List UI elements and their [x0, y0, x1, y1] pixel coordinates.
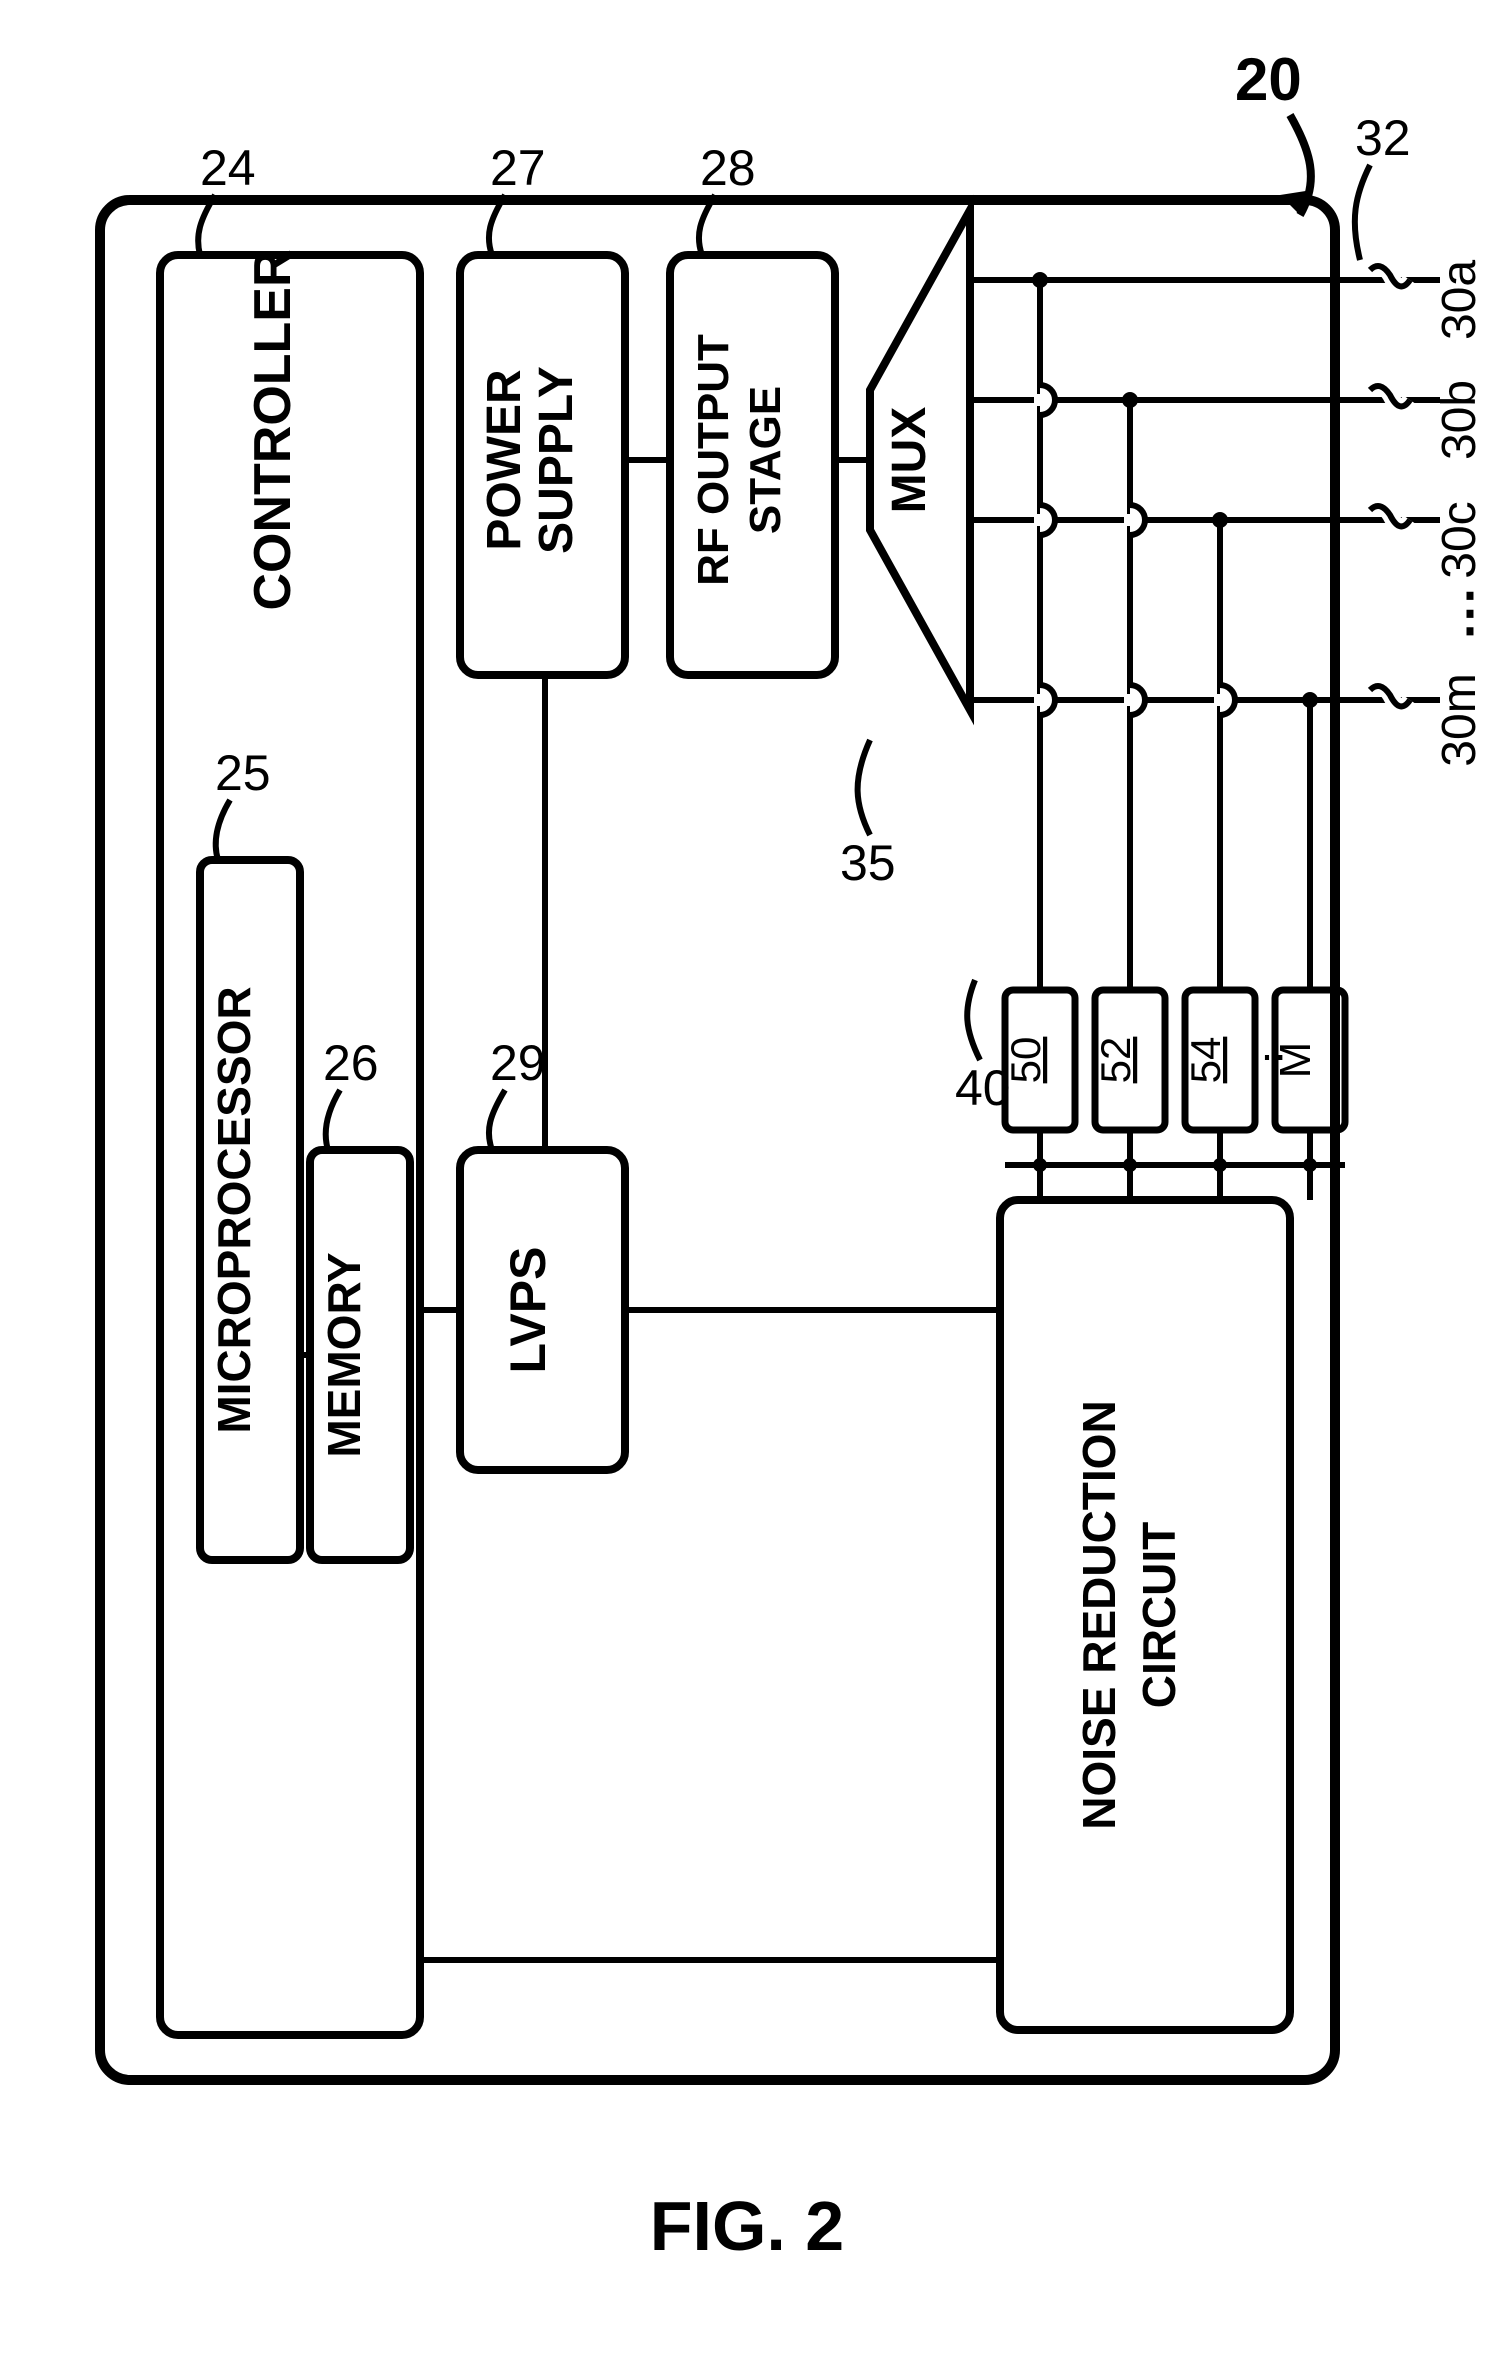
figure-label: FIG. 2: [650, 2187, 844, 2265]
noise-ref: 40: [955, 1060, 1011, 1116]
out-ellipsis: ⋮: [1444, 584, 1495, 642]
out-m: 30m: [1433, 673, 1486, 766]
out-c: 30c: [1433, 501, 1486, 578]
bundle-ref: 32: [1355, 110, 1411, 166]
sensor-54: 54: [1182, 1037, 1229, 1084]
psu-ref: 27: [490, 140, 546, 196]
controller-ref: 24: [200, 140, 256, 196]
lvps-ref: 29: [490, 1035, 546, 1091]
psu-label-1: POWER: [478, 369, 531, 550]
sensor-52: 52: [1092, 1037, 1139, 1084]
lvps-label: LVPS: [500, 1247, 556, 1374]
memory-label: MEMORY: [318, 1252, 370, 1457]
out-a: 30a: [1433, 260, 1486, 340]
noise-label-1: NOISE REDUCTION: [1073, 1400, 1125, 1829]
controller-block: 24 CONTROLLER 25 MICROPROCESSOR 26 MEMOR…: [160, 140, 420, 2035]
rf-ref: 28: [700, 140, 756, 196]
rf-label-2: STAGE: [741, 386, 790, 534]
mux-block: MUX 35: [840, 210, 970, 891]
mux-ref: 35: [840, 835, 896, 891]
micro-ref: 25: [215, 745, 271, 801]
memory-ref: 26: [323, 1035, 379, 1091]
noise-block: 40 NOISE REDUCTION CIRCUIT: [955, 980, 1290, 2030]
noise-label-2: CIRCUIT: [1133, 1522, 1185, 1709]
mux-label: MUX: [883, 407, 936, 514]
rf-block: 28 RF OUTPUT STAGE: [670, 140, 835, 675]
psu-label-2: SUPPLY: [530, 366, 583, 554]
micro-label: MICROPROCESSOR: [208, 986, 260, 1433]
psu-block: 27 POWER SUPPLY: [460, 140, 625, 675]
sensor-M: M: [1271, 1042, 1320, 1079]
rf-label-1: RF OUTPUT: [689, 334, 738, 586]
system-id: 20: [1235, 46, 1302, 113]
block-diagram: 20 24 CONTROLLER 25 MICROPROCESSOR 26 ME…: [0, 0, 1495, 2365]
bundle-leader: [1355, 165, 1370, 260]
out-b: 30b: [1433, 380, 1486, 460]
controller-label: CONTROLLER: [244, 249, 302, 610]
